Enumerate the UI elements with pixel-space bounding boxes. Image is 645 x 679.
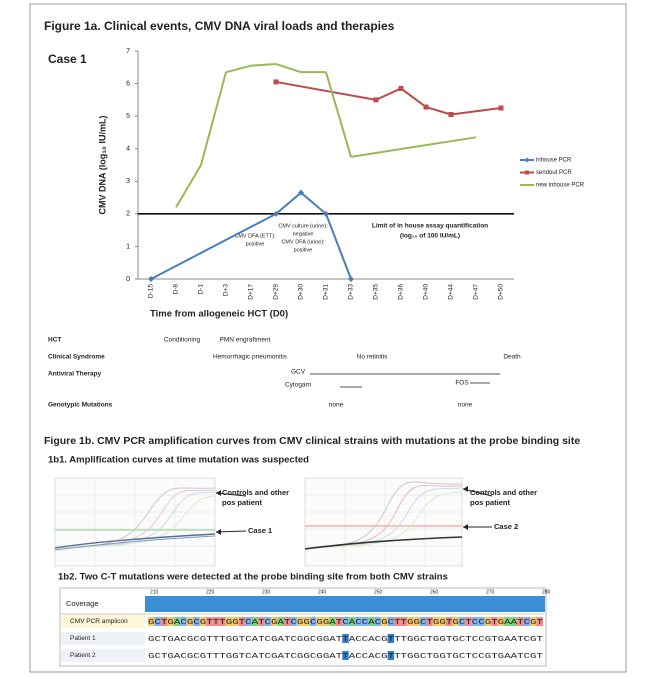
marker [274,79,279,84]
plot-annotation: pos patient [222,498,263,507]
y-axis-label: CMV DNA (log₁₀ IU/mL) [97,116,107,215]
y-tick-label: 2 [126,211,130,218]
x-tick-label: D+29 [273,284,280,300]
threshold-label: Limit of in house assay quantification [372,223,488,230]
plot-annotation: pos patient [470,498,511,507]
row-item: Death [503,354,521,361]
row-label: Antiviral Therapy [48,371,101,378]
plot-annotation: Controls and other [470,488,537,497]
row-label: CMV PCR amplicon [70,618,128,625]
legend-label: inhouse PCR [536,158,572,164]
row-item: GCV [291,369,306,376]
x-tick-label: D+31 [323,284,330,300]
x-tick-label: D+3 [223,284,230,296]
x-tick-label: D+36 [398,284,405,300]
row-label: Clinical Syndrome [48,354,105,361]
x-tick-label: D+50 [498,284,505,300]
y-tick-label: 5 [126,113,130,120]
y-tick-label: 3 [126,178,130,185]
x-tick-label: D-15 [148,284,155,298]
ruler-label: 260 [430,589,439,595]
y-tick-label: 4 [126,146,130,153]
annotation: CMV DFA (ETT): [234,233,276,239]
row-item: Hemorrhagic pneumonitis [213,354,288,361]
row-item: Conditioning [164,337,201,344]
figure-1b-title: Figure 1b. CMV PCR amplification curves … [44,435,580,447]
x-tick-label: D+44 [448,284,455,300]
ruler-label: 250 [374,589,383,595]
plot-annotation: Controls and other [222,488,289,497]
ruler-label: 270 [486,589,495,595]
coverage-label: Coverage [66,599,99,608]
x-tick-label: D+30 [298,284,305,300]
row-item: none [458,402,473,409]
row-label: Genotypic Mutations [48,402,113,409]
marker [424,105,429,110]
y-tick-label: 6 [126,80,130,87]
annotation: CMV culture (urine): [278,223,328,229]
sequence: GCTGACGCGTTTGGTCATCGATCGGCGGATTACCACGTTT… [148,636,544,644]
x-tick-label: D+17 [248,284,255,300]
plot-annotation: Case 2 [494,522,518,531]
case-label: Case 1 [48,52,87,66]
x-tick-label: D+47 [473,284,480,300]
row-label: Patient 1 [70,635,96,642]
x-tick-label: D+40 [423,284,430,300]
x-tick-label: D+33 [348,284,355,300]
threshold-label: (log₁₀ of 100 IU/mL) [400,233,460,240]
row-item: No retinitis [357,354,388,361]
sequence: GCTGACGCGTTTGGTCATCGATCGGCGGATTACCACGTTT… [148,653,544,661]
legend-label: new inhouse PCR [536,183,585,189]
legend-label: sendout PCR [536,170,572,176]
x-tick-label: D+35 [373,284,380,300]
x-axis-label: Time from allogeneic HCT (D0) [150,309,288,320]
legend-marker [525,171,529,175]
annotation: negative [293,231,314,237]
row-item: FOS [455,380,469,387]
row-label: HCT [48,337,61,344]
marker [449,112,454,117]
row-item: none [329,402,344,409]
marker [374,97,379,102]
y-tick-label: 1 [126,243,130,250]
row-item: Cytogam [285,382,311,389]
y-tick-label: 7 [126,48,130,55]
row-item: PMN engraftment [220,337,271,344]
annotation: positive [246,241,265,247]
ruler-label: 230 [262,589,271,595]
panel-2-title: 1b2. Two C-T mutations were detected at … [58,572,448,583]
page: { "figure_title": "Figure 1a. Clinical e… [0,0,645,679]
coverage-bar [145,596,545,612]
y-tick-label: 0 [126,276,130,283]
marker [499,106,504,111]
x-tick-label: D-1 [198,284,205,295]
sequence: GCTGACGCGTTTGGTCATCGATCGGCGGATCACCACGCTT… [148,619,544,627]
figure-title: Figure 1a. Clinical events, CMV DNA vira… [44,19,395,33]
ruler-label: 220 [206,589,215,595]
ruler-label: 280 [542,589,551,595]
row-label: Patient 2 [70,652,96,659]
annotation: CMV DFA (urine): [281,239,325,245]
marker [399,86,404,91]
annotation: positive [294,247,313,253]
ruler-label: 240 [318,589,327,595]
figure: Figure 1a. Clinical events, CMV DNA vira… [0,0,645,679]
panel-1-title: 1b1. Amplification curves at time mutati… [48,455,309,466]
x-tick-label: D-8 [173,284,180,295]
ruler-label: 210 [150,589,159,595]
plot-annotation: Case 1 [248,526,272,535]
